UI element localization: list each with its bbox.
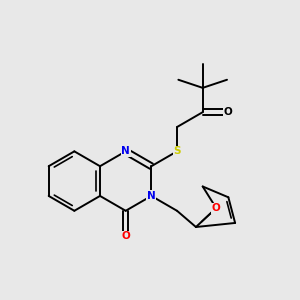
Text: O: O <box>212 203 220 213</box>
Text: O: O <box>121 232 130 242</box>
Text: N: N <box>147 191 156 201</box>
Text: O: O <box>224 107 233 117</box>
Text: N: N <box>121 146 130 156</box>
Text: S: S <box>173 146 181 156</box>
